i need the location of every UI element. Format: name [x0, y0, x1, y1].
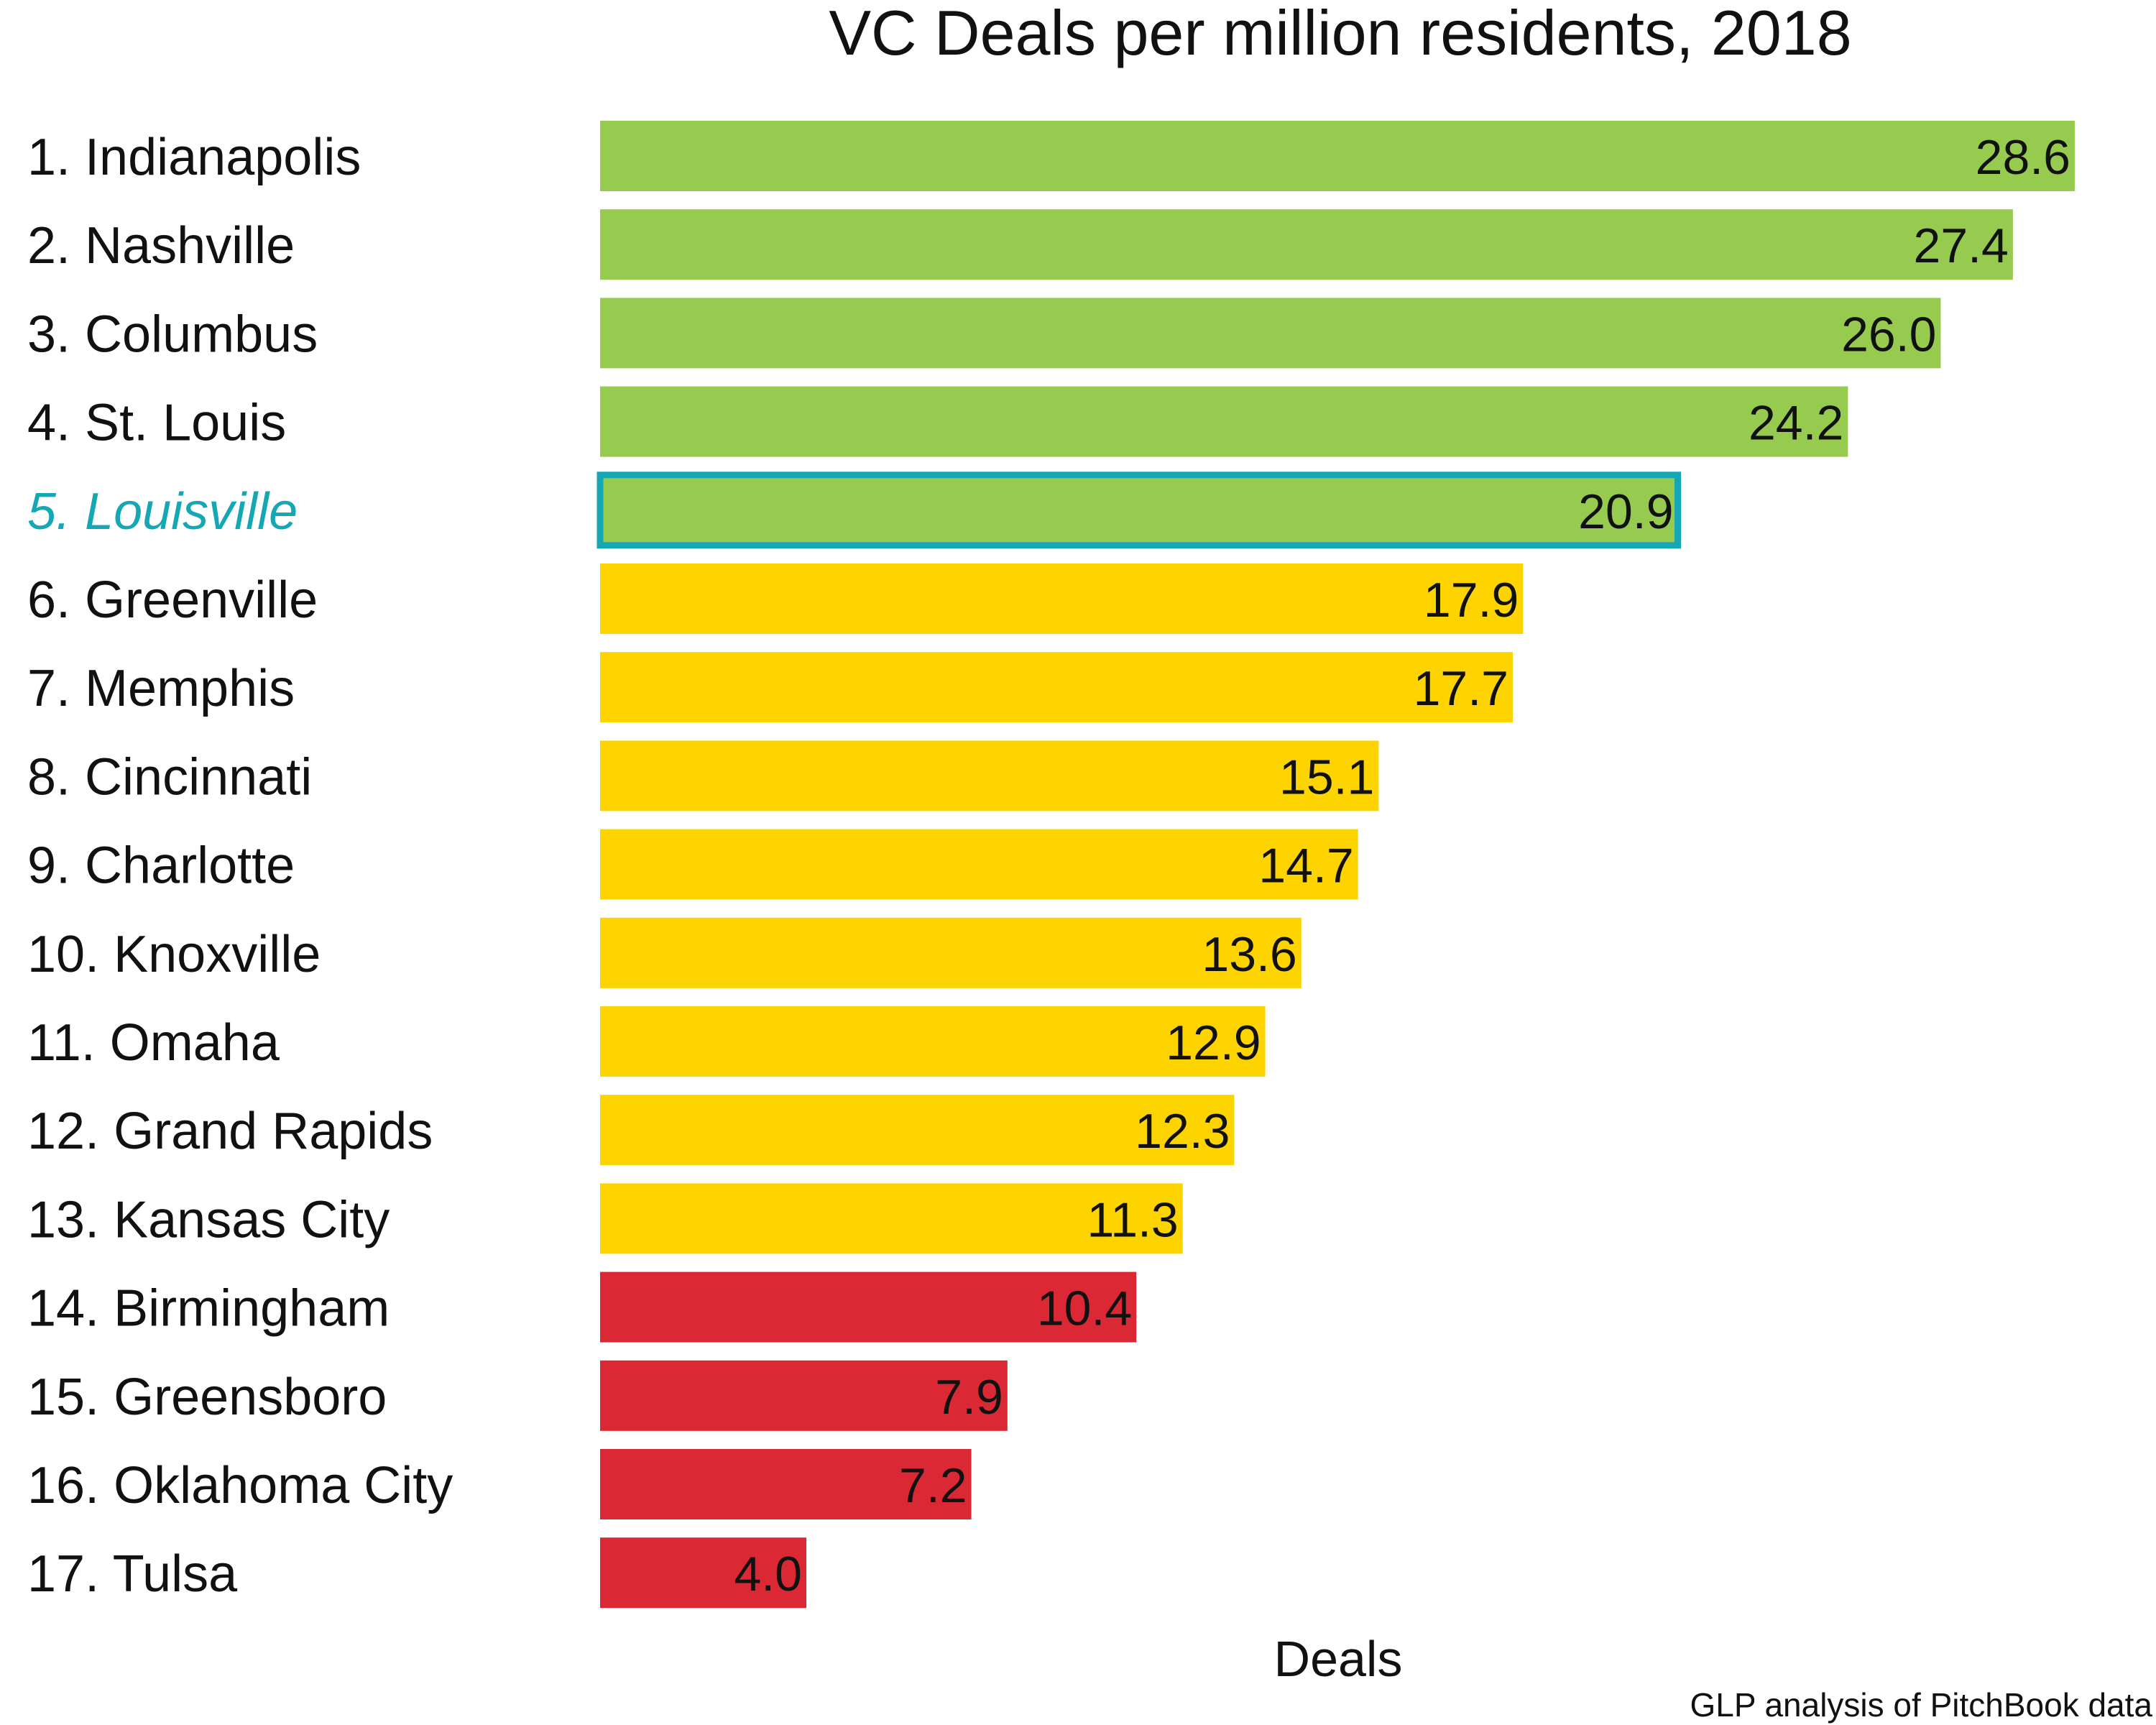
bar-11 [600, 1006, 1266, 1077]
bar-1 [600, 121, 2075, 191]
bar-12 [600, 1095, 1235, 1166]
value-label: 7.2 [899, 1458, 967, 1513]
bar-7 [600, 652, 1513, 723]
category-label: 11. Omaha [27, 1014, 280, 1072]
value-label: 15.1 [1279, 750, 1374, 804]
value-label: 27.4 [1914, 218, 2009, 273]
bar-16 [600, 1449, 972, 1519]
category-label: 9. Charlotte [27, 837, 295, 895]
value-label: 24.2 [1749, 396, 1843, 451]
category-label: 13. Kansas City [27, 1191, 390, 1248]
bar-17 [600, 1537, 806, 1609]
bar-9 [600, 829, 1358, 900]
category-label: 12. Grand Rapids [27, 1103, 433, 1160]
value-label: 12.3 [1135, 1104, 1230, 1159]
category-label: 3. Columbus [27, 305, 318, 363]
value-label: 13.6 [1202, 927, 1296, 982]
value-label: 14.7 [1258, 839, 1353, 893]
category-label: 8. Cincinnati [27, 748, 312, 806]
value-label: 10.4 [1037, 1282, 1132, 1336]
category-label: 10. Knoxville [27, 926, 321, 983]
chart-title: VC Deals per million residents, 2018 [829, 0, 1851, 68]
value-label: 26.0 [1841, 307, 1936, 362]
bar-14 [600, 1271, 1137, 1343]
value-label: 4.0 [734, 1547, 802, 1601]
bar-4 [600, 386, 1848, 457]
category-label: 4. St. Louis [27, 395, 286, 452]
value-label: 17.9 [1424, 573, 1519, 627]
category-label: 14. Birmingham [27, 1280, 390, 1338]
value-label-group: 28.6 27.4 26.0 24.2 20.9 17.9 17.7 15.1 14.7 13.6… [734, 130, 2070, 1601]
category-label: 1. Indianapolis [27, 129, 361, 186]
value-label: 11.3 [1087, 1192, 1178, 1247]
category-label: 17. Tulsa [27, 1545, 238, 1603]
category-label: 5. Louisville [27, 483, 298, 540]
category-label-group: 1. Indianapolis 2. Nashville 3. Columbus 4.… [27, 129, 453, 1603]
bar-3 [600, 298, 1941, 369]
bar-2 [600, 209, 2013, 280]
value-label: 28.6 [1976, 130, 2070, 185]
category-label: 6. Greenville [27, 571, 318, 629]
category-label: 2. Nashville [27, 217, 295, 275]
x-axis-label: Deals [1274, 1631, 1403, 1687]
bar-13 [600, 1183, 1183, 1254]
bar-8 [600, 740, 1379, 811]
source-note: GLP analysis of PitchBook data [1690, 1686, 2152, 1724]
bar-10 [600, 917, 1302, 988]
value-label: 7.9 [935, 1370, 1003, 1425]
bar-group [596, 121, 2075, 1609]
bar-5 [596, 472, 1682, 549]
value-label: 12.9 [1166, 1016, 1261, 1070]
value-label: 20.9 [1578, 484, 1673, 539]
category-label: 15. Greensboro [27, 1368, 387, 1426]
bar-15 [600, 1360, 1008, 1431]
category-label: 16. Oklahoma City [27, 1457, 453, 1514]
category-label: 7. Memphis [27, 660, 295, 717]
bar-6 [600, 564, 1524, 634]
value-label: 17.7 [1414, 661, 1508, 716]
